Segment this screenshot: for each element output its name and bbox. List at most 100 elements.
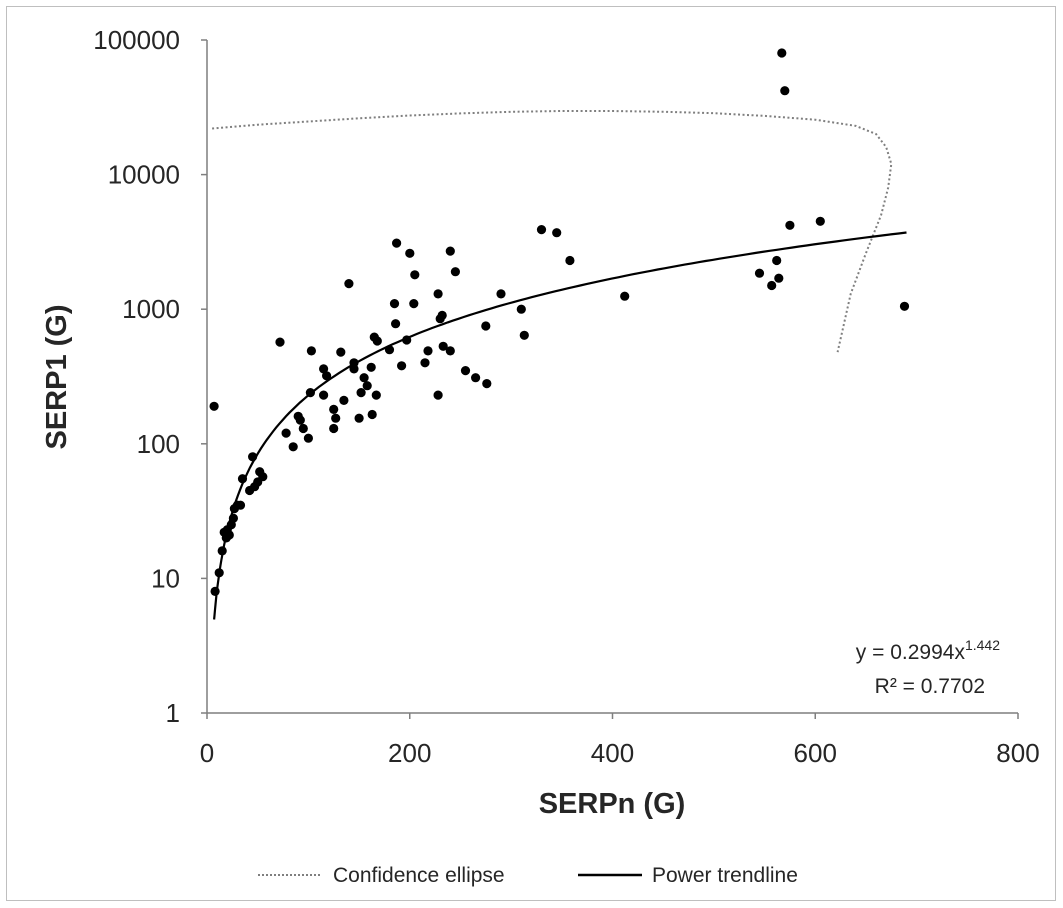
data-point xyxy=(815,216,825,226)
x-tick-label: 0 xyxy=(200,738,214,768)
data-point xyxy=(433,390,443,400)
data-point xyxy=(389,299,400,309)
legend-label-trendline: Power trendline xyxy=(652,864,798,887)
data-point xyxy=(397,361,407,371)
data-point xyxy=(460,366,471,376)
data-point xyxy=(366,362,376,372)
data-point xyxy=(780,86,790,96)
data-point xyxy=(295,415,305,425)
y-tick-label: 10000 xyxy=(108,160,180,190)
data-point xyxy=(496,289,506,299)
power-trendline xyxy=(213,231,907,620)
data-point xyxy=(565,255,575,266)
data-point xyxy=(354,413,364,423)
data-point xyxy=(471,373,481,383)
data-point xyxy=(754,268,765,278)
data-point xyxy=(450,267,460,277)
data-point xyxy=(329,404,339,414)
data-point xyxy=(519,330,529,340)
data-point xyxy=(409,299,419,309)
legend: Confidence ellipse Power trendline xyxy=(258,864,798,887)
data-point xyxy=(319,390,329,400)
x-tick-label: 400 xyxy=(591,738,634,768)
data-point xyxy=(372,336,382,346)
data-point xyxy=(281,428,291,438)
x-tick-label: 800 xyxy=(996,738,1039,768)
data-point xyxy=(331,413,341,423)
data-point xyxy=(248,452,258,462)
power-trendline-layer xyxy=(213,231,907,620)
data-point xyxy=(275,337,285,347)
data-point xyxy=(516,304,526,314)
data-point xyxy=(356,388,366,398)
data-point xyxy=(402,335,412,345)
data-point xyxy=(482,379,492,389)
data-point xyxy=(305,388,315,398)
data-point xyxy=(391,319,401,329)
data-point xyxy=(536,225,547,235)
legend-label-ellipse: Confidence ellipse xyxy=(333,864,505,887)
data-point xyxy=(329,423,339,434)
data-point xyxy=(349,358,359,368)
data-point xyxy=(237,474,248,484)
data-point xyxy=(367,409,377,420)
data-point xyxy=(384,345,395,355)
y-axis-title: SERP1 (G) xyxy=(41,304,73,449)
y-tick-label: 1 xyxy=(166,698,180,728)
data-point xyxy=(322,371,332,381)
data-point xyxy=(235,500,246,510)
data-point xyxy=(217,546,227,556)
data-point xyxy=(438,341,448,351)
data-point xyxy=(445,346,455,356)
r-squared-label: R² = 0.7702 xyxy=(875,675,985,698)
y-tick-label: 100 xyxy=(137,429,180,459)
y-tick-label: 100000 xyxy=(93,25,180,55)
data-point xyxy=(288,442,298,452)
x-tick-label: 200 xyxy=(388,738,431,768)
data-point xyxy=(258,472,268,482)
data-point xyxy=(899,301,910,311)
data-point xyxy=(423,346,433,356)
data-point xyxy=(336,347,346,357)
data-point xyxy=(392,238,402,248)
equation-exponent: 1.442 xyxy=(965,637,1000,653)
x-tick-label: 600 xyxy=(794,738,837,768)
data-point xyxy=(210,586,220,597)
data-point xyxy=(228,513,238,523)
confidence-ellipse xyxy=(212,110,893,353)
data-point xyxy=(344,279,354,289)
data-point xyxy=(774,273,784,283)
data-point xyxy=(445,246,455,256)
data-point xyxy=(777,48,787,58)
data-points-layer xyxy=(209,48,910,597)
y-tick-label: 10 xyxy=(151,563,180,593)
data-point xyxy=(303,433,313,443)
data-point xyxy=(410,270,420,280)
trendline-equation: y = 0.2994x1.442 xyxy=(856,637,1000,664)
chart-frame xyxy=(6,6,1056,901)
data-point xyxy=(362,381,372,391)
data-point xyxy=(433,289,443,299)
data-point xyxy=(298,423,308,434)
axes: 1 10 100 1000 10000 100000 0 200 400 600 800 xyxy=(93,25,1039,768)
y-tick-label: 1000 xyxy=(122,294,180,324)
data-point xyxy=(405,248,415,258)
data-point xyxy=(620,291,630,301)
x-axis-title: SERPn (G) xyxy=(539,788,686,820)
data-point xyxy=(209,401,219,411)
data-point xyxy=(481,321,491,331)
data-point xyxy=(772,255,782,266)
data-point xyxy=(552,228,562,238)
data-point xyxy=(224,530,234,540)
data-point xyxy=(306,346,316,356)
data-point xyxy=(339,395,349,405)
data-point xyxy=(785,220,795,230)
data-point xyxy=(767,280,777,291)
data-point xyxy=(214,568,224,578)
equation-text: y = 0.2994x xyxy=(856,641,966,664)
data-point xyxy=(319,364,329,374)
data-point xyxy=(420,358,430,368)
confidence-ellipse-layer xyxy=(212,110,893,353)
data-point xyxy=(359,373,369,383)
